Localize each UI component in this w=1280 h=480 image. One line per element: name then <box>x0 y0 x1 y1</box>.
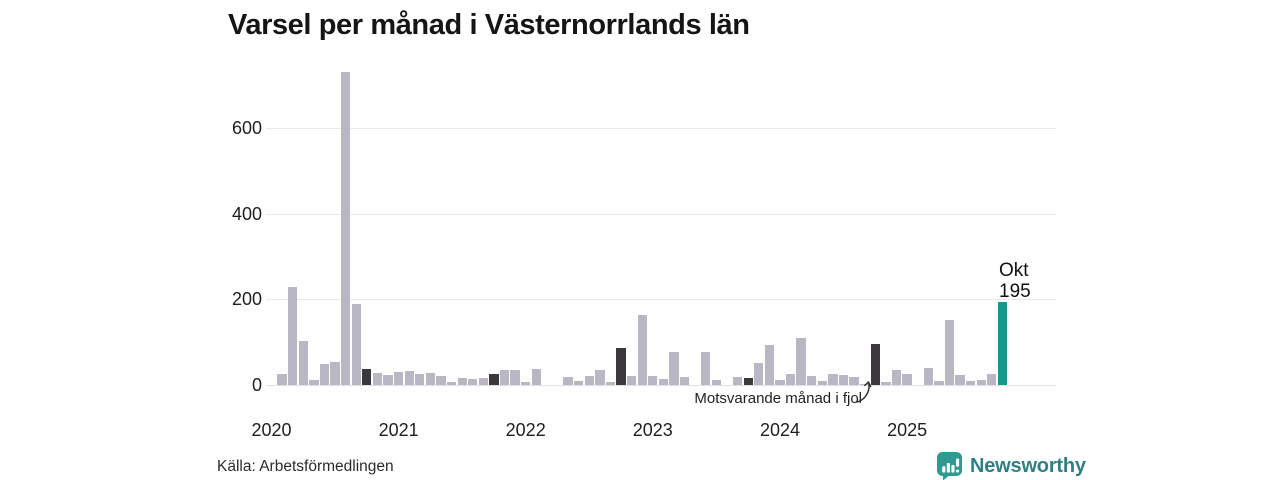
highlight-month-label: Okt <box>999 260 1029 281</box>
bar-2025-07 <box>965 380 976 385</box>
y-tick-label-200: 200 <box>231 289 262 310</box>
bar-2021-04 <box>425 373 436 385</box>
bar-2023-07 <box>711 380 722 385</box>
bar-2021-07 <box>457 378 467 385</box>
bar-2024-03 <box>796 337 806 385</box>
bar-2022-11 <box>627 376 637 385</box>
bar-2021-05 <box>436 376 446 385</box>
bar-2022-08 <box>595 369 605 385</box>
bar-2023-06 <box>701 352 711 385</box>
bar-2024-12 <box>891 370 902 385</box>
bar-2022-02 <box>531 368 541 385</box>
bar-2023-01 <box>648 376 658 385</box>
y-tick-label-600: 600 <box>231 118 262 139</box>
source-attribution: Källa: Arbetsförmedlingen <box>217 458 394 475</box>
highlight-value-label: Okt 195 <box>999 260 1031 302</box>
bar-2022-05 <box>563 377 573 385</box>
gridline-400 <box>266 213 1056 215</box>
bar-2024-05 <box>817 381 827 385</box>
bar-2022-10 <box>616 347 626 385</box>
bar-2024-04 <box>807 376 817 385</box>
bar-2022-07 <box>584 376 594 385</box>
bar-2024-06 <box>828 374 838 385</box>
bar-2020-08 <box>341 71 351 385</box>
bar-2021-11 <box>499 369 510 385</box>
bar-2021-08 <box>468 379 478 385</box>
bar-2020-05 <box>309 380 319 385</box>
bar-2021-09 <box>478 378 489 385</box>
bar-2025-03 <box>923 367 933 385</box>
bar-2021-12 <box>510 370 520 385</box>
bar-2024-09 <box>860 383 870 385</box>
comparison-annotation: Motsvarande månad i fjol <box>694 390 862 407</box>
bar-2024-10 <box>870 344 880 385</box>
bar-2024-07 <box>838 375 849 385</box>
bar-2024-11 <box>881 381 891 385</box>
x-tick-label-2020: 2020 <box>251 420 292 440</box>
bar-2021-01 <box>393 372 404 385</box>
x-tick-label-2024: 2024 <box>759 420 801 440</box>
bar-2023-09 <box>732 377 743 385</box>
bar-2023-02 <box>658 379 669 385</box>
annotation-arrow-icon <box>856 381 872 403</box>
x-tick-label-2025: 2025 <box>887 420 928 440</box>
bar-2021-10 <box>489 374 499 385</box>
bar-2020-11 <box>372 373 383 385</box>
bar-2020-02 <box>277 374 287 385</box>
x-tick-label-2023: 2023 <box>632 420 673 440</box>
x-tick-label-2021: 2021 <box>378 420 419 440</box>
bar-2020-04 <box>298 340 308 385</box>
bar-2022-06 <box>574 380 584 385</box>
bar-2023-03 <box>669 352 679 385</box>
bar-2025-01 <box>902 374 912 385</box>
bar-2022-09 <box>605 382 616 385</box>
bar-2024-02 <box>785 374 796 385</box>
newsworthy-wordmark: Newsworthy <box>970 454 1086 477</box>
bar-2025-04 <box>934 380 944 385</box>
gridline-0 <box>266 385 1056 386</box>
bar-2020-10 <box>362 368 372 385</box>
bar-2022-12 <box>637 315 647 385</box>
highlight-value: 195 <box>999 281 1031 302</box>
newsworthy-speech-bubble-chart-icon <box>937 452 962 480</box>
y-tick-label-400: 400 <box>231 203 262 224</box>
bar-2021-03 <box>415 373 425 385</box>
bar-2025-10 <box>997 301 1008 385</box>
gridline-600 <box>266 128 1056 130</box>
bar-2020-03 <box>288 287 298 385</box>
y-tick-label-0: 0 <box>251 375 262 395</box>
bar-2020-07 <box>330 361 340 385</box>
bar-2025-05 <box>944 319 955 385</box>
bar-2020-09 <box>351 304 361 385</box>
bar-2024-08 <box>849 377 859 385</box>
newsworthy-brand: Newsworthy <box>936 451 1086 480</box>
bar-2023-11 <box>754 363 764 385</box>
gridline-200 <box>266 299 1056 301</box>
bar-2022-01 <box>521 381 531 385</box>
bar-2020-12 <box>383 374 393 385</box>
bar-2020-06 <box>319 363 330 385</box>
bar-2024-01 <box>775 380 785 385</box>
bar-2025-08 <box>976 379 986 385</box>
bar-2025-06 <box>955 374 965 385</box>
x-tick-label-2022: 2022 <box>505 420 546 440</box>
bar-2021-06 <box>446 381 457 385</box>
chart-title: Varsel per månad i Västernorrlands län <box>228 9 750 41</box>
bar-2023-10 <box>743 378 753 385</box>
bar-2021-02 <box>404 370 414 385</box>
bar-2025-09 <box>987 374 997 385</box>
bar-2023-04 <box>679 377 690 385</box>
bar-2023-12 <box>764 345 775 385</box>
